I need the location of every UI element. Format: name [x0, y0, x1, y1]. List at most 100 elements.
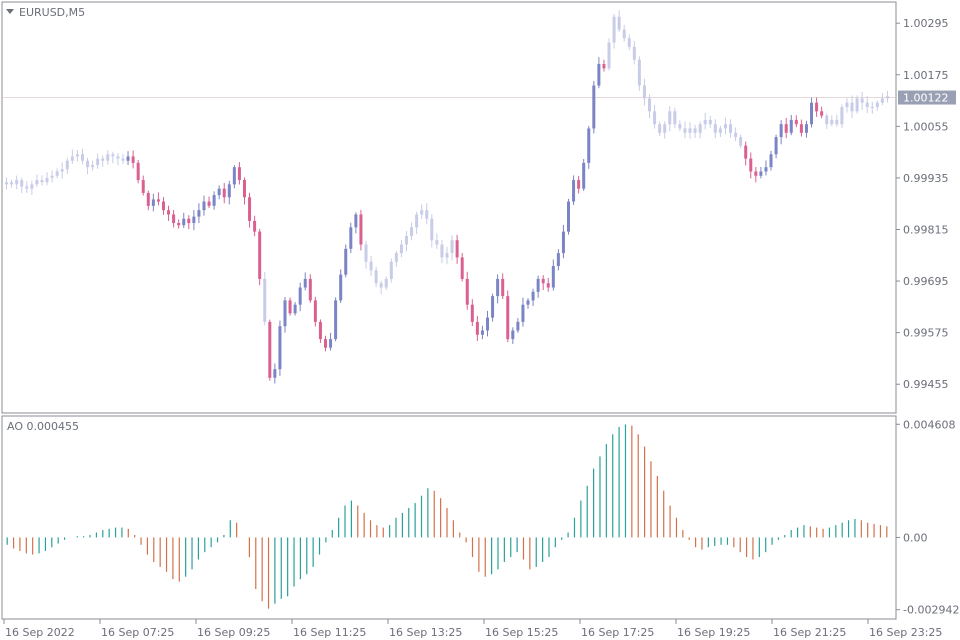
candle-body: [804, 124, 808, 133]
price-tick-label: 1.00295: [903, 17, 949, 30]
candle-body: [556, 253, 560, 267]
candle-body: [227, 184, 231, 198]
candle-body: [86, 160, 90, 168]
candle-body: [237, 167, 241, 181]
candle-body: [455, 240, 459, 258]
time-tick-label: 16 Sep 09:25: [197, 626, 270, 639]
candle-body: [577, 180, 581, 189]
candle-body: [592, 85, 596, 129]
candle-body: [75, 154, 79, 157]
candle-body: [465, 278, 469, 305]
dropdown-triangle-icon[interactable]: [6, 9, 14, 14]
candle-body: [435, 240, 439, 245]
time-tick-label: 16 Sep 19:25: [677, 626, 750, 639]
candle-body: [151, 199, 155, 206]
candle-body: [460, 257, 464, 279]
current-price-value: 1.00122: [903, 92, 949, 105]
candle-body: [572, 180, 576, 202]
candle-body: [870, 107, 874, 108]
candle-body: [349, 227, 353, 249]
candle-body: [217, 188, 221, 196]
time-tick-label: 16 Sep 23:25: [869, 626, 942, 639]
candle-body: [749, 158, 753, 172]
candle-body: [531, 291, 535, 301]
candle-body: [106, 154, 110, 161]
time-tick-label: 16 Sep 17:25: [581, 626, 654, 639]
candle-body: [131, 156, 135, 163]
candle-body: [91, 165, 95, 168]
candle-body: [511, 330, 515, 340]
candle-body: [835, 119, 839, 125]
candle-body: [784, 124, 788, 133]
candle-body: [263, 278, 267, 322]
candle-body: [734, 132, 738, 138]
price-panel-frame: [1, 1, 897, 414]
candle-body: [404, 235, 408, 245]
candle-body: [810, 102, 814, 125]
candle-body: [698, 124, 702, 133]
candle-body: [298, 287, 302, 305]
candle-body: [30, 184, 34, 189]
candle-body: [607, 42, 611, 69]
candle-body: [394, 253, 398, 262]
candle-body: [379, 283, 383, 288]
candle-body: [384, 278, 388, 288]
candle-body: [612, 16, 616, 43]
candle-body: [313, 300, 317, 322]
candle-body: [101, 158, 105, 161]
candle-body: [318, 321, 322, 340]
candle-body: [35, 180, 39, 185]
candle-body: [470, 304, 474, 322]
candle-body: [70, 156, 74, 161]
candle-body: [703, 119, 707, 125]
candle-body: [825, 115, 829, 125]
candle-body: [410, 227, 414, 236]
ao-tick-label: -0.002942: [903, 604, 959, 617]
candle-body: [794, 119, 798, 125]
candle-body: [668, 111, 672, 125]
time-tick-label: 16 Sep 21:25: [773, 626, 846, 639]
candle-body: [820, 111, 824, 116]
candle-body: [653, 111, 657, 125]
candle-body: [293, 304, 297, 314]
time-tick-label: 16 Sep 11:25: [293, 626, 366, 639]
candle-body: [678, 124, 682, 129]
candle-body: [875, 102, 879, 107]
candle-body: [521, 304, 525, 322]
candle-body: [323, 339, 327, 348]
symbol-label[interactable]: EURUSD,M5: [19, 6, 85, 19]
candle-body: [663, 124, 667, 133]
candle-body: [602, 64, 606, 69]
candle-body: [642, 85, 646, 99]
candle-body: [632, 46, 636, 60]
candle-body: [212, 195, 216, 206]
candle-body: [769, 154, 773, 168]
candle-body: [587, 128, 591, 163]
ao-axis: 0.004608 0.00 -0.002942: [896, 418, 959, 617]
candle-body: [399, 244, 403, 254]
candle-body: [723, 124, 727, 129]
ao-histogram: [6, 424, 888, 609]
candle-body: [283, 300, 287, 327]
candle-body: [501, 278, 505, 297]
candle-body: [536, 278, 540, 292]
candle-body: [187, 218, 191, 224]
candle-body: [5, 182, 9, 185]
candle-body: [111, 154, 115, 157]
candle-body: [136, 162, 140, 181]
candle-body: [491, 296, 495, 318]
candle-body: [141, 180, 145, 193]
price-tick-label: 0.99695: [903, 275, 949, 288]
time-tick-label: 16 Sep 07:25: [101, 626, 174, 639]
candle-body: [207, 201, 211, 206]
candle-body: [146, 192, 150, 206]
candle-body: [20, 180, 24, 187]
candle-body: [420, 210, 424, 215]
candle-body: [855, 98, 859, 112]
candle-body: [197, 210, 201, 217]
time-tick-label: 16 Sep 13:25: [389, 626, 462, 639]
candle-body: [374, 270, 378, 284]
candle-body: [60, 169, 64, 172]
candle-body: [339, 274, 343, 301]
